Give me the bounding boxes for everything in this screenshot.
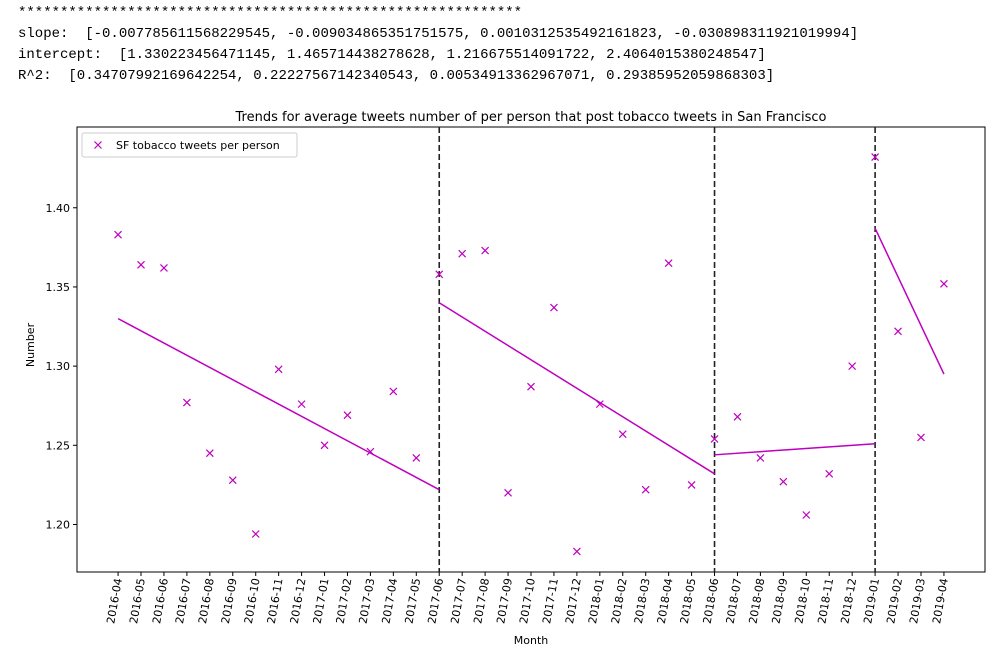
x-tick-label: 2017-11: [540, 577, 561, 625]
x-tick-label: 2017-12: [563, 577, 584, 625]
data-point: [825, 469, 834, 478]
x-tick-label: 2017-07: [448, 577, 469, 625]
x-tick-label: 2018-12: [838, 577, 859, 625]
data-point: [205, 449, 214, 458]
data-point: [641, 485, 650, 494]
x-tick-label: 2016-12: [288, 577, 309, 625]
data-point: [412, 454, 421, 462]
plot-frame: [76, 126, 986, 573]
chart-title: Trends for average tweets number of per …: [235, 110, 827, 125]
output-line: intercept: [1.330223456471145, 1.4657144…: [18, 47, 766, 63]
data-point: [595, 400, 604, 409]
x-tick-label: 2017-05: [402, 577, 423, 625]
data-point: [779, 477, 788, 486]
x-tick-label: 2017-03: [357, 577, 378, 625]
data-point: [733, 412, 742, 421]
x-tick-label: 2018-08: [747, 577, 768, 625]
data-point: [251, 530, 260, 538]
legend-label: SF tobacco tweets per person: [116, 139, 280, 152]
y-tick-label: 1.35: [46, 281, 71, 294]
x-tick-label: 2018-05: [678, 577, 699, 625]
legend-marker: [94, 141, 102, 149]
output-line: R^2: [0.34707992169642254, 0.22227567142…: [18, 68, 774, 84]
data-point: [114, 230, 122, 239]
data-point: [550, 303, 558, 312]
trend-line: [714, 442, 876, 456]
x-tick-label: 2016-10: [242, 577, 263, 625]
trend-line: [117, 317, 440, 491]
x-tick-label: 2019-04: [930, 577, 951, 625]
data-point: [710, 435, 719, 443]
trend-line: [874, 228, 945, 375]
data-point: [802, 511, 811, 519]
data-point: [940, 279, 948, 288]
x-tick-label: 2016-04: [104, 577, 125, 625]
data-point: [160, 264, 168, 272]
x-tick-label: 2018-02: [609, 577, 630, 625]
x-tick-label: 2017-01: [311, 577, 332, 625]
data-point: [274, 365, 283, 374]
data-point: [481, 246, 490, 255]
x-tick-label: 2018-06: [701, 577, 722, 625]
data-point: [917, 433, 925, 442]
data-point: [687, 480, 696, 489]
data-point: [848, 362, 857, 371]
y-tick-label: 1.20: [46, 518, 71, 531]
data-point: [572, 547, 581, 556]
x-tick-label: 2017-06: [425, 577, 446, 625]
data-point: [297, 400, 306, 409]
data-point: [504, 488, 512, 497]
x-tick-label: 2017-09: [494, 577, 515, 625]
x-tick-label: 2016-11: [265, 577, 286, 625]
y-axis-label: Number: [24, 322, 37, 367]
x-tick-label: 2017-02: [334, 577, 355, 625]
data-point: [182, 398, 191, 407]
x-tick-label: 2018-07: [724, 577, 745, 625]
x-tick-label: 2019-03: [907, 577, 928, 625]
output-line: slope: [-0.007785611568229545, -0.009034…: [18, 26, 858, 42]
y-tick-label: 1.30: [46, 360, 71, 373]
data-point: [458, 249, 467, 258]
data-point: [366, 447, 375, 456]
data-point: [894, 327, 902, 336]
data-point: [389, 387, 398, 396]
x-tick-label: 2017-08: [471, 577, 492, 625]
data-point: [527, 382, 535, 391]
data-point: [137, 260, 145, 269]
y-tick-label: 1.25: [46, 439, 71, 452]
output-line: ****************************************…: [18, 5, 522, 21]
x-tick-label: 2019-01: [861, 577, 882, 625]
x-tick-label: 2017-04: [380, 577, 401, 625]
x-tick-label: 2016-09: [219, 577, 240, 625]
x-tick-label: 2018-11: [815, 577, 836, 625]
x-tick-label: 2016-06: [150, 577, 171, 625]
data-point: [320, 441, 329, 450]
x-axis-label: Month: [514, 634, 549, 647]
data-point: [228, 476, 237, 485]
x-tick-label: 2018-03: [632, 577, 653, 625]
x-tick-label: 2018-04: [655, 577, 676, 625]
data-point: [618, 430, 627, 439]
x-tick-label: 2018-01: [586, 577, 607, 625]
data-point: [435, 270, 444, 279]
data-point: [343, 411, 352, 420]
x-tick-label: 2016-05: [127, 577, 148, 625]
x-tick-label: 2018-10: [792, 577, 813, 625]
legend-box: [81, 132, 298, 158]
x-tick-label: 2018-09: [770, 577, 791, 625]
trend-line: [438, 302, 715, 475]
x-tick-label: 2016-08: [196, 577, 217, 625]
data-point: [756, 454, 765, 462]
data-point: [664, 259, 673, 268]
x-tick-label: 2016-07: [173, 577, 194, 625]
y-tick-label: 1.40: [46, 202, 71, 215]
data-point: [871, 153, 880, 162]
x-tick-label: 2017-10: [517, 577, 538, 625]
x-tick-label: 2019-02: [884, 577, 905, 625]
